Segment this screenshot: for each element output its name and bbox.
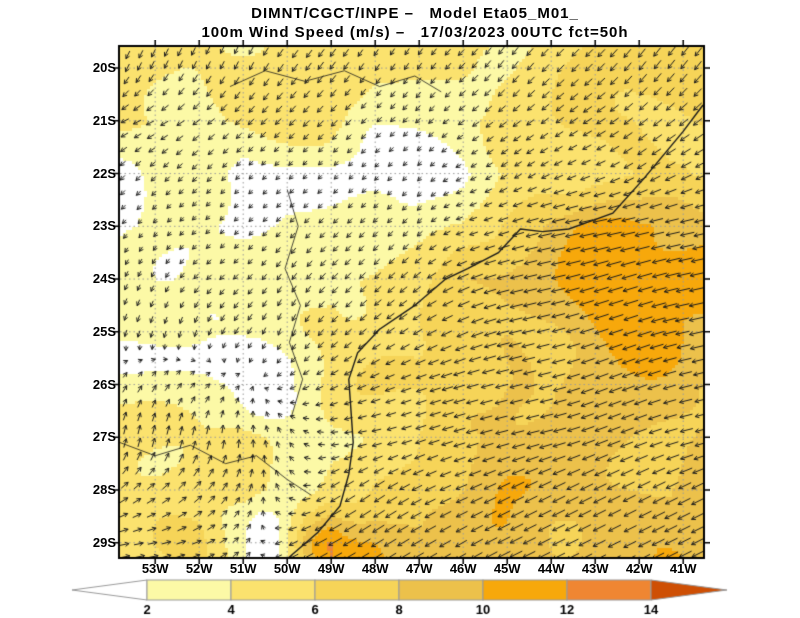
lon-tick-label: 44W: [537, 561, 565, 576]
lat-tick-label: 26S: [92, 376, 116, 392]
lon-tick-label: 43W: [581, 561, 609, 576]
lon-tick-label: 46W: [449, 561, 477, 576]
chart-title: DIMNT/CGCT/INPE – Model Eta05_M01_: [251, 5, 579, 22]
lat-tick-label: 28S: [92, 482, 116, 498]
lon-tick-label: 53W: [141, 561, 169, 576]
lat-tick-label: 21S: [92, 112, 116, 128]
lat-tick-label: 22S: [92, 165, 116, 181]
colorbar-canvas: [60, 576, 760, 618]
lat-tick-label: 29S: [92, 534, 116, 550]
lat-tick-label: 25S: [92, 323, 116, 339]
lat-tick-label: 20S: [92, 60, 116, 76]
lat-tick-label: 24S: [92, 271, 116, 287]
wind-map-canvas: [113, 40, 710, 564]
lon-tick-label: 42W: [625, 561, 653, 576]
lon-tick-label: 52W: [185, 561, 213, 576]
lon-tick-label: 47W: [405, 561, 433, 576]
lat-tick-label: 23S: [92, 218, 116, 234]
lon-tick-label: 51W: [229, 561, 257, 576]
lon-tick-label: 48W: [361, 561, 389, 576]
chart-subtitle: 100m Wind Speed (m/s) – 17/03/2023 00UTC…: [201, 24, 629, 41]
lon-tick-label: 49W: [317, 561, 345, 576]
lon-tick-label: 45W: [493, 561, 521, 576]
lon-tick-label: 50W: [273, 561, 301, 576]
lat-tick-label: 27S: [92, 429, 116, 445]
lon-tick-label: 41W: [669, 561, 697, 576]
